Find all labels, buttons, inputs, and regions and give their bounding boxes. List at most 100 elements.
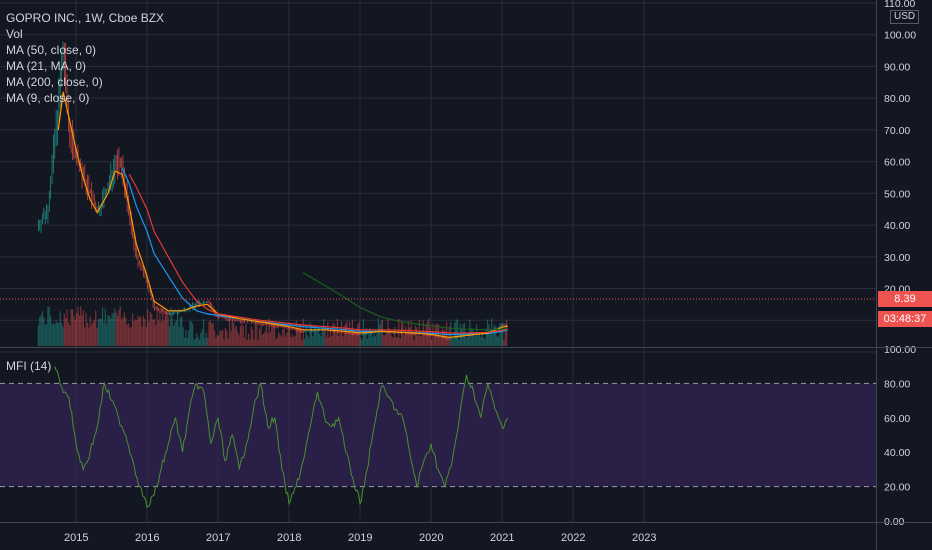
volume-bar [125,317,127,346]
volume-bar [361,339,363,346]
legend-ma50[interactable]: MA (50, close, 0) [6,43,97,57]
volume-bar [467,334,470,346]
volume-bar [187,330,190,346]
price-tick-label: 80.00 [884,93,910,105]
volume-bar [233,322,235,346]
ma21-line [57,91,508,339]
volume-bar [198,339,201,346]
volume-bar [489,334,491,346]
volume-bar [116,316,119,346]
volume-bar [115,312,117,346]
volume-bar [283,324,285,346]
volume-bar [223,339,225,346]
volume-bar [204,338,206,346]
mfi-tick-label: 60.00 [884,413,910,425]
ma9-line [128,174,508,334]
volume-bar [249,339,251,346]
volume-bar [440,335,442,346]
volume-bar [461,328,463,346]
legend-mfi[interactable]: MFI (14) [6,359,52,373]
volume-bar [385,332,388,346]
volume-bar [65,318,67,346]
volume-bar [152,319,154,346]
legend-vol[interactable]: Vol [6,27,23,41]
volume-bar [224,327,227,346]
volume-bar [309,322,311,346]
volume-bar [502,322,504,346]
volume-bar [231,320,233,346]
grid-lines [0,0,876,523]
volume-bar [250,326,252,346]
legend-ma21[interactable]: MA (21, MA, 0) [6,59,87,73]
volume-bar [138,317,141,346]
volume-bar [39,316,41,346]
volume-bar [133,321,135,346]
volume-bar [99,318,101,346]
volume-bar [163,320,165,346]
volume-bar [106,323,108,346]
volume-bar [234,327,236,346]
volume-bar [381,319,384,346]
volume-bar [62,326,64,346]
volume-bar [156,306,158,346]
volume-bar [287,326,289,346]
volume-bar [181,316,183,346]
volume-bar [319,333,321,346]
volume-bar [159,314,161,346]
volume-bar [424,335,426,346]
volume-bar [70,309,72,346]
volume-bar [155,325,157,346]
volume-bar [269,332,272,346]
volume-bar [355,330,358,346]
volume-bar [108,316,110,346]
volume-bar [196,333,198,346]
currency-label: USD [890,10,920,24]
volume-bar [504,327,506,346]
volume-bar [81,315,83,346]
volume-bar [304,338,306,346]
volume-bar [129,327,131,346]
volume-bar [37,325,39,346]
volume-bar [126,324,128,346]
volume-bar [402,322,404,346]
volume-bar [182,327,184,346]
volume-bar [85,312,87,346]
volume-bar [227,338,229,346]
volume-bar [67,322,70,346]
volume-bar [41,310,44,346]
volume-bar [71,309,74,346]
volume-bar [100,318,102,346]
legend-ma9[interactable]: MA (9, close, 0) [6,91,90,105]
volume-bar [444,330,446,346]
volume-bar [405,326,407,346]
mfi-panel [54,366,509,508]
volume-bar [171,318,173,346]
volume-bar [414,325,416,346]
volume-bar [272,322,274,346]
volume-bar [409,327,411,346]
volume-bar [484,338,486,346]
volume-bar [376,333,378,346]
volume-bar [268,318,270,346]
legend-ma200[interactable]: MA (200, close, 0) [6,75,103,89]
volume-bar [66,309,68,346]
volume-bar [278,331,280,346]
volume-bar [197,336,199,346]
volume-bar [148,321,150,346]
volume-bar [168,326,171,346]
volume-bar [492,332,494,346]
volume-bar [110,318,112,346]
volume-bar [200,332,202,346]
volume-bar [103,322,105,346]
volume-bar [390,329,392,346]
volume-bar [107,314,109,346]
price-tick-label: 30.00 [884,252,910,264]
volume-bar [383,335,385,346]
volume-bar [178,326,180,346]
volume-bar [151,314,153,346]
volume-bar [179,317,181,346]
volume-bar [111,313,113,346]
x-tick-label: 2021 [490,532,514,544]
volume-bar [395,336,397,346]
